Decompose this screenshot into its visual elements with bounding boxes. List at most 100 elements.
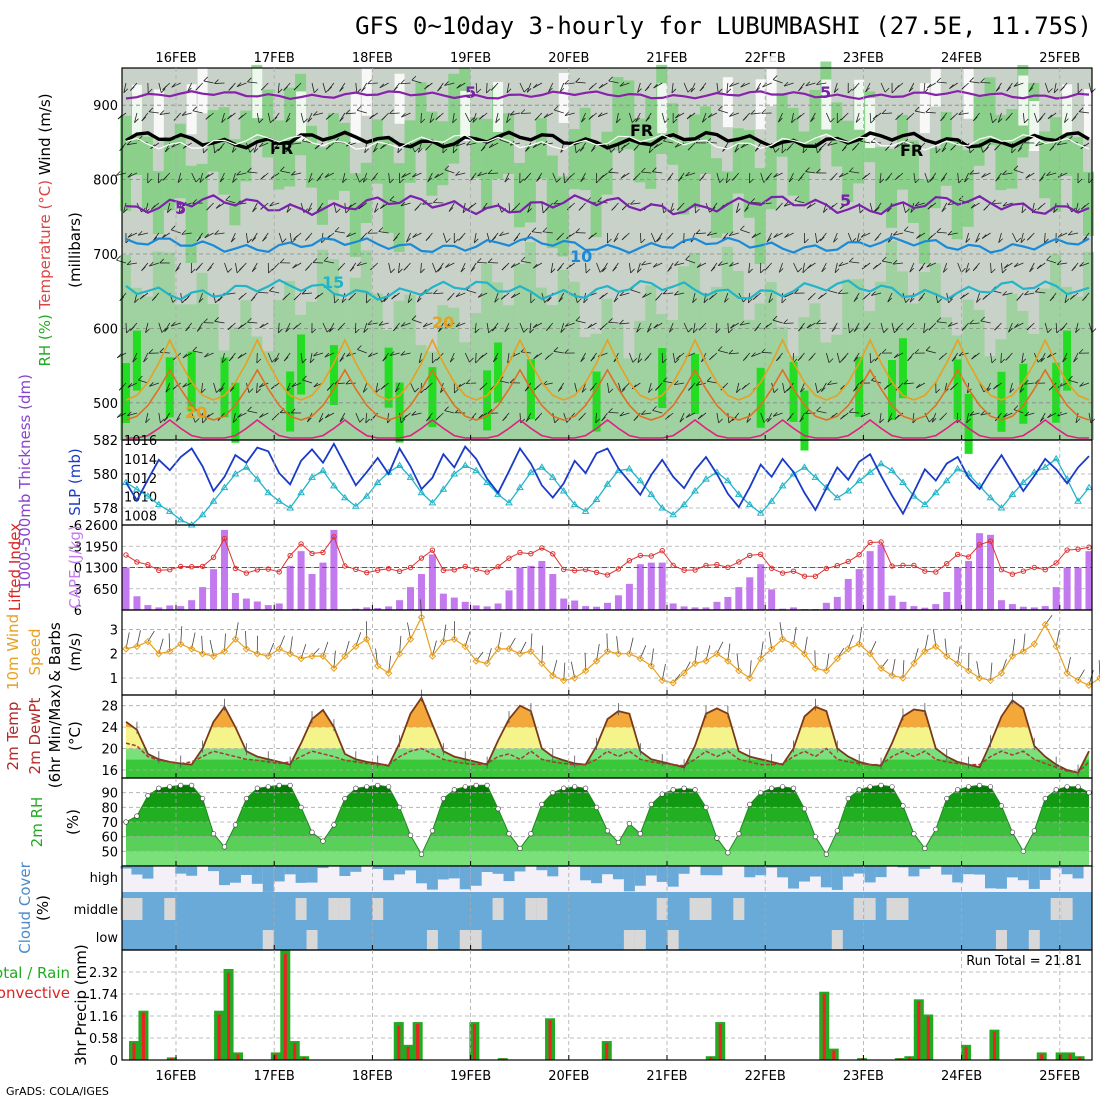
wind-speed-point: [767, 645, 776, 653]
wind-barb-flag: [966, 418, 971, 424]
wind-barb: [455, 142, 466, 147]
wind-barb-flag: [194, 418, 200, 423]
wind-barb-flag: [477, 293, 483, 298]
contour-label: FR: [900, 141, 923, 160]
wind-barb: [696, 382, 707, 386]
rh-fill-high: [691, 354, 700, 415]
wind-barb: [560, 322, 565, 333]
wind-barb: [267, 352, 273, 363]
wind-barb: [679, 412, 685, 423]
wind-barb-flag: [260, 85, 266, 91]
wind-speed-point: [570, 674, 579, 682]
wind-barb-flag: [863, 326, 869, 332]
thickness-point: [1019, 478, 1028, 485]
wind-speed-point: [592, 657, 601, 665]
wind-barb: [389, 352, 400, 357]
wind-barb-flag: [532, 143, 538, 148]
wind-barb-flag: [969, 77, 974, 82]
wind-barb-flag: [630, 268, 635, 274]
wind-barb-flag: [513, 236, 519, 242]
wind-barb-flag: [838, 261, 844, 267]
wind-barb: [810, 112, 816, 122]
wind-barb-flag: [313, 88, 319, 94]
wind-barb-flag: [1078, 107, 1084, 112]
wind-barb-flag: [550, 268, 556, 274]
wind-ylabel-a: 10m Wind: [4, 614, 22, 690]
rh-point: [1042, 795, 1048, 802]
wind-barb-flag: [1024, 379, 1029, 385]
rh-fill: [371, 119, 383, 184]
wind-barb: [214, 232, 225, 235]
wind-barb-flag: [619, 82, 625, 87]
wind-barb-flag: [621, 144, 626, 150]
cape-bar: [877, 544, 885, 610]
li-point: [659, 547, 665, 554]
wind-barb-flag: [706, 231, 712, 236]
wind-barb: [532, 142, 543, 149]
wind-barb: [355, 412, 361, 423]
contour-line: [125, 235, 1090, 254]
rh-fill: [940, 111, 952, 186]
wind-barb-flag: [1071, 266, 1077, 272]
wind-barb-flag: [335, 208, 341, 214]
wind-barb-flag: [532, 323, 538, 329]
wind-barb-flag: [980, 410, 986, 416]
wind-speed-point: [330, 664, 338, 672]
wind-barb: [1039, 412, 1046, 422]
cloud-low-gap: [1028, 930, 1040, 950]
wind-barb: [958, 112, 969, 116]
cape-bar: [724, 596, 732, 610]
wind-speed-point: [341, 652, 349, 660]
wind-barb-flag: [366, 298, 371, 304]
wind-barb-flag: [840, 384, 845, 390]
wind-barb: [833, 82, 838, 93]
rh-fill: [1006, 293, 1018, 440]
rh-point: [933, 826, 939, 832]
wind-barb: [641, 412, 652, 415]
wind-barb: [252, 202, 258, 212]
wind-barb: [552, 172, 557, 183]
wind-barb-flag: [204, 233, 210, 239]
wind-barb-flag: [247, 238, 252, 244]
wind-barb-flag: [277, 88, 283, 94]
rh-ylabel-b: (%): [64, 809, 82, 835]
wind-barb-flag: [398, 268, 403, 274]
wind-barb-flag: [141, 116, 147, 122]
cape-bar: [680, 606, 688, 610]
cloud-high-bar: [405, 866, 417, 871]
date-label-top: 19FEB: [450, 51, 491, 66]
cloud-high-bar: [1039, 866, 1051, 880]
wind-barb: [531, 231, 542, 234]
wind-barb: [724, 292, 729, 303]
wind-barb: [378, 322, 389, 326]
thickness-point: [330, 481, 338, 489]
wind-barb: [1000, 352, 1002, 364]
temp-ylabel-a: 2m Temp: [4, 702, 22, 771]
wind-barb-flag: [523, 176, 529, 181]
cloud-level-label: middle: [74, 903, 118, 918]
wind-barb: [879, 172, 882, 183]
cape-bar: [888, 595, 896, 610]
cape-bar: [527, 565, 535, 610]
wind-barb-flag: [326, 327, 332, 333]
precip-tick-label: 0: [110, 1054, 118, 1069]
pressure-tick-label: 500: [93, 397, 118, 412]
wind-barb: [342, 172, 346, 183]
rh-point: [517, 845, 523, 852]
wind-barb-flag: [232, 418, 238, 424]
wind-barb-flag: [314, 294, 320, 300]
wind-barb-flag: [958, 110, 964, 115]
wind-barb: [466, 289, 477, 294]
li-point: [571, 567, 578, 574]
cape-bar: [713, 601, 721, 610]
cape-bar: [220, 529, 228, 610]
rh-fill-dry: [460, 90, 471, 141]
thickness-point: [275, 497, 284, 504]
wind-barb: [138, 379, 149, 384]
wind-barb: [318, 412, 324, 423]
rh-point: [998, 803, 1005, 809]
wind-barb-flag: [881, 109, 887, 114]
wind-barb: [444, 82, 455, 86]
wind-barb: [595, 412, 597, 423]
